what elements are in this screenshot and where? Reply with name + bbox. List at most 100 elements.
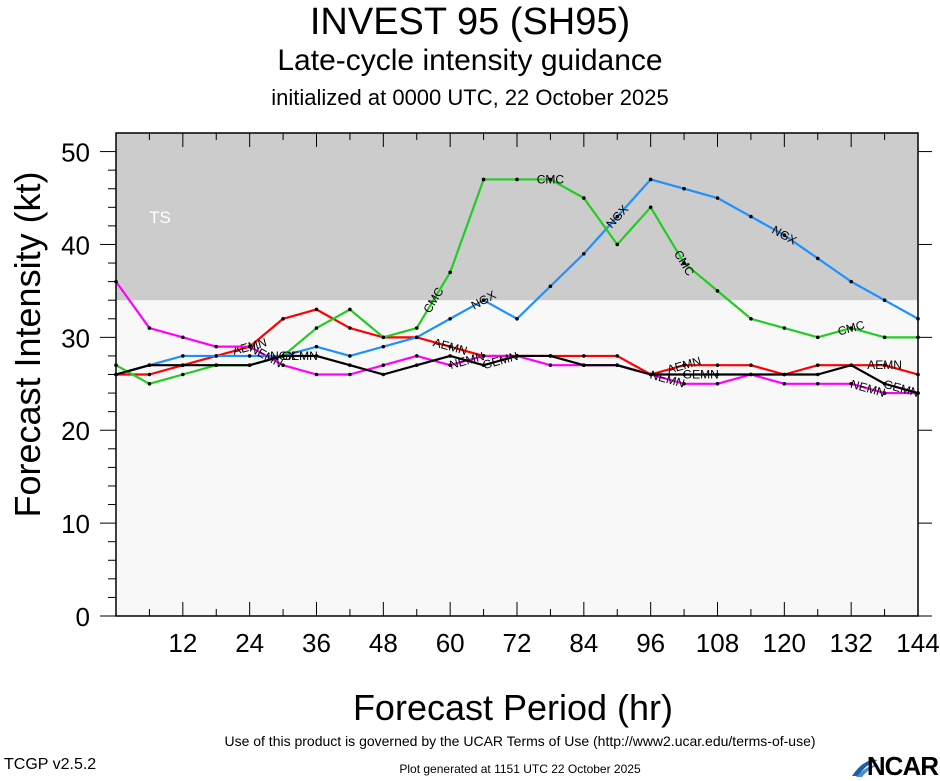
y-tick-label: 0 — [76, 602, 90, 632]
data-point-gemn — [414, 363, 419, 368]
data-point-aemn — [348, 326, 352, 330]
data-point-aemn — [448, 344, 452, 349]
x-tick-label: 84 — [569, 628, 598, 658]
plot-frame — [115, 132, 919, 617]
data-point-ngx — [615, 214, 620, 219]
data-point-cmc — [515, 177, 519, 182]
data-point-cmc — [615, 242, 620, 247]
band-ts — [116, 133, 918, 301]
data-point-cmc — [448, 270, 452, 275]
x-tick-label: 36 — [302, 628, 331, 658]
data-point-gemn — [682, 372, 686, 377]
ncar-swoosh-icon — [852, 759, 879, 777]
data-point-ngx — [582, 251, 586, 256]
data-point-cmc — [715, 289, 720, 293]
series-label-gemn: GEMN — [683, 368, 719, 382]
data-point-aemn — [147, 372, 152, 377]
x-tick-label: 12 — [168, 628, 197, 658]
data-point-gemn — [582, 363, 586, 368]
x-tick-label: 144 — [896, 628, 939, 658]
y-axis-label: Forecast Intensity (kt) — [7, 171, 48, 517]
series-label-text: CMC — [537, 172, 565, 186]
data-point-nemn — [548, 363, 553, 368]
data-point-nemn — [414, 354, 419, 358]
terms-of-use: Use of this product is governed by the U… — [224, 733, 816, 749]
x-tick-label: 60 — [436, 628, 465, 658]
data-point-ngx — [882, 298, 887, 302]
data-point-gemn — [147, 363, 152, 368]
x-tick-label: 108 — [696, 628, 739, 658]
data-point-gemn — [481, 363, 486, 368]
data-point-aemn — [682, 363, 686, 368]
data-point-nemn — [348, 372, 352, 377]
data-point-cmc — [381, 335, 386, 340]
data-point-ngx — [515, 316, 519, 321]
data-point-nemn — [448, 363, 452, 368]
chart-subtitle: Late-cycle intensity guidance — [277, 44, 663, 77]
data-point-aemn — [715, 363, 720, 368]
data-point-nemn — [314, 372, 319, 377]
data-point-nemn — [181, 335, 185, 340]
data-point-gemn — [815, 372, 820, 377]
y-tick-label: 10 — [61, 509, 90, 539]
data-point-cmc — [147, 381, 152, 386]
data-point-ngx — [448, 316, 452, 321]
chart-title: INVEST 95 (SH95) — [309, 1, 631, 43]
data-point-gemn — [882, 381, 887, 386]
x-tick-label: 48 — [369, 628, 398, 658]
data-point-nemn — [281, 363, 285, 368]
data-point-ngx — [782, 233, 787, 237]
data-point-nemn — [782, 381, 787, 386]
data-point-ngx — [849, 279, 853, 284]
data-point-aemn — [582, 354, 586, 358]
generated-time: Plot generated at 1151 UTC 22 October 20… — [399, 762, 641, 776]
data-point-nemn — [682, 381, 686, 386]
data-point-cmc — [414, 326, 419, 330]
data-point-gemn — [381, 372, 386, 377]
y-tick-label: 20 — [61, 416, 90, 446]
data-point-nemn — [247, 344, 252, 349]
data-point-gemn — [448, 354, 452, 358]
init-time: initialized at 0000 UTC, 22 October 2025 — [271, 85, 669, 110]
data-point-aemn — [615, 354, 620, 358]
x-tick-label: 96 — [636, 628, 665, 658]
data-point-gemn — [849, 363, 853, 368]
data-point-nemn — [381, 363, 386, 368]
band-label-ts: TS — [149, 208, 171, 227]
x-axis-label: Forecast Period (hr) — [353, 687, 673, 728]
data-point-ngx — [314, 344, 319, 349]
data-point-gemn — [782, 372, 787, 377]
tick-marks — [100, 133, 932, 617]
data-point-gemn — [281, 354, 285, 358]
data-point-ngx — [381, 344, 386, 349]
data-point-gemn — [749, 372, 753, 377]
data-point-nemn — [214, 344, 219, 349]
y-tick-label: 50 — [61, 138, 90, 168]
data-point-aemn — [314, 307, 319, 312]
data-point-cmc — [314, 326, 319, 330]
data-point-cmc — [548, 177, 553, 182]
data-point-cmc — [481, 177, 486, 182]
logo-text: NCAR — [866, 751, 939, 781]
data-point-gemn — [181, 363, 185, 368]
data-point-aemn — [815, 363, 820, 368]
data-point-aemn — [882, 363, 887, 368]
version-label: TCGP v2.5.2 — [4, 756, 97, 773]
data-point-cmc — [682, 261, 686, 265]
series-label-gemn: GEMN — [282, 349, 318, 363]
data-point-ngx — [414, 335, 419, 340]
data-point-ngx — [749, 214, 753, 219]
y-tick-label: 40 — [61, 230, 90, 260]
data-point-gemn — [548, 354, 553, 358]
data-point-ngx — [181, 354, 185, 358]
data-point-ngx — [214, 354, 219, 358]
data-point-ngx — [715, 196, 720, 200]
data-point-ngx — [815, 256, 820, 261]
data-point-nemn — [849, 381, 853, 386]
data-point-aemn — [749, 363, 753, 368]
data-point-aemn — [281, 316, 285, 321]
data-point-cmc — [782, 326, 787, 330]
data-point-cmc — [648, 205, 653, 210]
x-tick-label: 24 — [235, 628, 264, 658]
